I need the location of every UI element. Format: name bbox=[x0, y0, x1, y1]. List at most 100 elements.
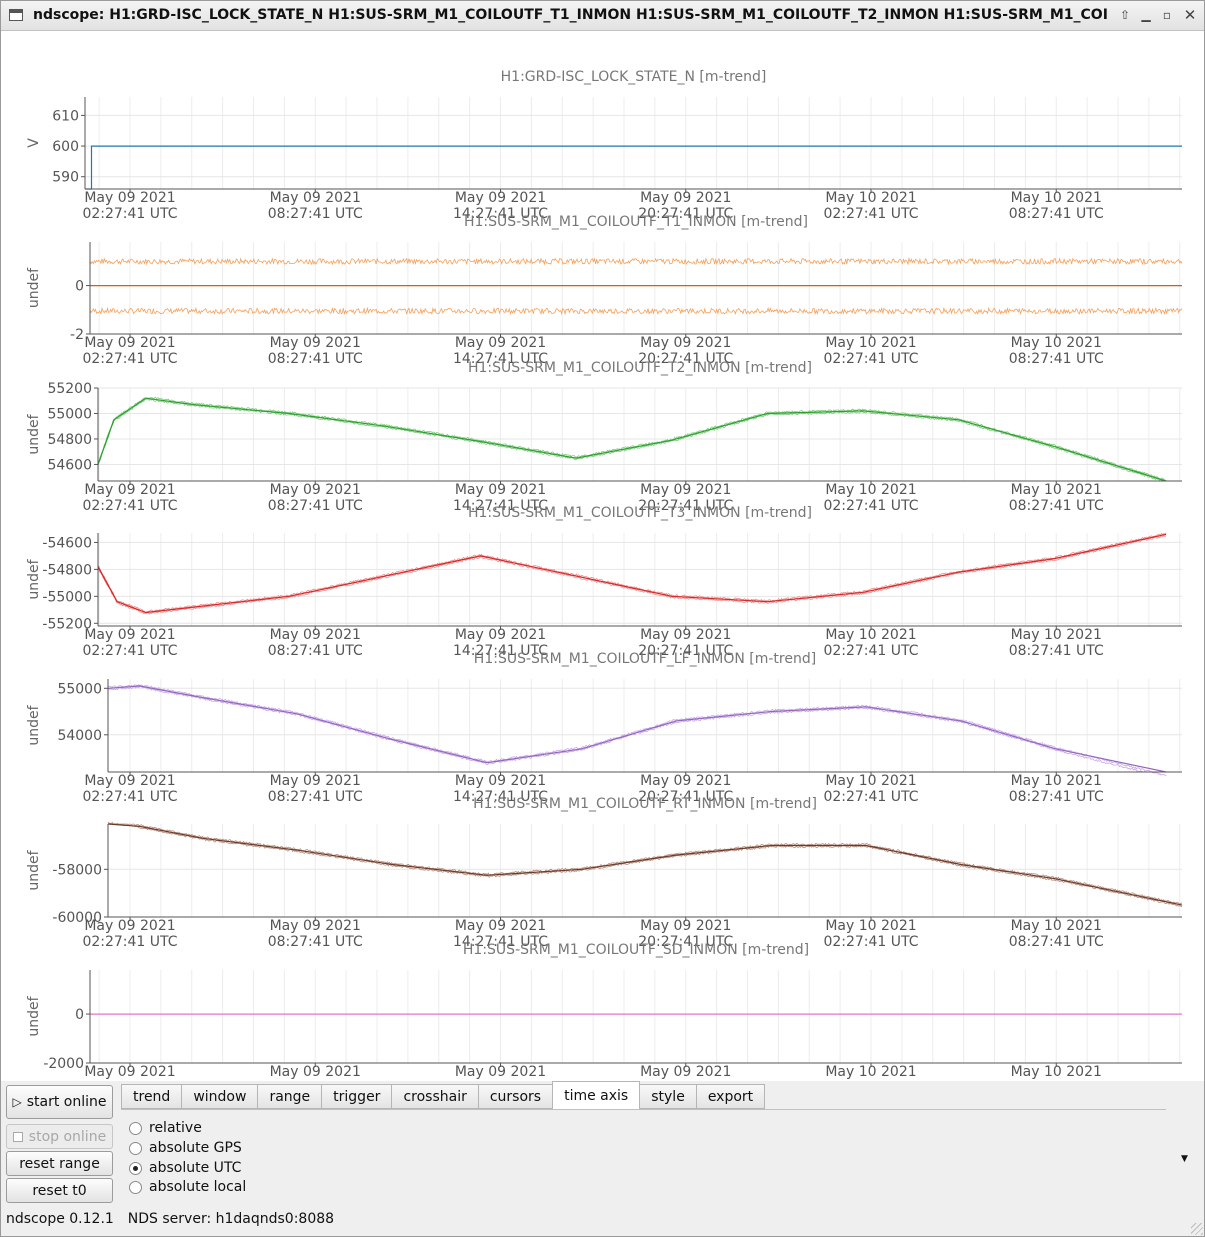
y-tick-label: 0 bbox=[75, 1007, 84, 1023]
x-tick-date: May 09 2021 bbox=[84, 918, 175, 934]
tab-style[interactable]: style bbox=[639, 1084, 697, 1109]
radio-relative-label: relative bbox=[149, 1120, 202, 1136]
plot-title: H1:GRD-ISC_LOCK_STATE_N [m-trend] bbox=[501, 69, 767, 85]
x-tick-time: 02:27:41 UTC bbox=[82, 643, 177, 659]
x-tick-time: 02:27:41 UTC bbox=[823, 351, 918, 367]
reset-t0-button[interactable]: reset t0 bbox=[6, 1178, 113, 1203]
x-tick-date: May 09 2021 bbox=[270, 918, 361, 934]
resize-grip[interactable] bbox=[1191, 1223, 1203, 1235]
min-trend-line bbox=[107, 686, 1167, 773]
x-tick-time: 02:27:41 UTC bbox=[82, 498, 177, 514]
tab-divider bbox=[121, 1109, 1166, 1110]
y-tick-label: 610 bbox=[52, 108, 79, 124]
x-tick-time: 08:27:41 UTC bbox=[268, 498, 363, 514]
reset-range-button[interactable]: reset range bbox=[6, 1151, 113, 1176]
x-tick-date: May 09 2021 bbox=[455, 190, 546, 206]
keep-above-icon[interactable]: ⇧ bbox=[1119, 8, 1131, 22]
tab-time-axis[interactable]: time axis bbox=[552, 1081, 641, 1110]
status-version: ndscope 0.12.1 bbox=[6, 1211, 114, 1227]
x-tick-time: 20:27:41 UTC bbox=[638, 498, 733, 514]
expand-arrow-icon[interactable]: ▼ bbox=[1181, 1154, 1188, 1164]
y-tick-label: 590 bbox=[52, 170, 79, 186]
x-tick-date: May 09 2021 bbox=[270, 482, 361, 498]
x-tick-date: May 10 2021 bbox=[825, 627, 916, 643]
tab-trigger[interactable]: trigger bbox=[321, 1084, 393, 1109]
x-tick-date: May 09 2021 bbox=[270, 335, 361, 351]
x-tick-time: 02:27:41 UTC bbox=[82, 934, 177, 950]
x-tick-date: May 09 2021 bbox=[84, 773, 175, 789]
stop-icon bbox=[12, 1131, 23, 1142]
tab-trend[interactable]: trend bbox=[121, 1084, 183, 1109]
x-tick-date: May 10 2021 bbox=[825, 918, 916, 934]
x-tick-date: May 09 2021 bbox=[640, 482, 731, 498]
plot-6[interactable]: H1:SUS-SRM_M1_COILOUTF_RT_INMON [m-trend… bbox=[26, 796, 1183, 950]
y-tick-label: 55000 bbox=[47, 406, 92, 422]
plot-3[interactable]: H1:SUS-SRM_M1_COILOUTF_T2_INMON [m-trend… bbox=[26, 360, 1182, 514]
x-tick-time: 08:27:41 UTC bbox=[1009, 206, 1104, 222]
x-tick-time: 02:27:41 UTC bbox=[823, 789, 918, 805]
x-tick-time: 08:27:41 UTC bbox=[1009, 498, 1104, 514]
plot-1[interactable]: H1:GRD-ISC_LOCK_STATE_N [m-trend] 590 600 6… bbox=[26, 69, 1182, 222]
maximize-icon[interactable]: ▫ bbox=[1162, 8, 1172, 22]
x-tick-date: May 09 2021 bbox=[455, 482, 546, 498]
x-tick-date: May 10 2021 bbox=[1011, 918, 1102, 934]
y-tick-label: -60000 bbox=[52, 910, 102, 926]
plot-canvas[interactable]: H1:GRD-ISC_LOCK_STATE_N [m-trend] 590 600 6… bbox=[1, 31, 1205, 1096]
radio-absolute-gps-indicator[interactable] bbox=[129, 1141, 142, 1155]
x-tick-time: 02:27:41 UTC bbox=[823, 206, 918, 222]
y-tick-label: 55000 bbox=[57, 681, 102, 697]
radio-relative[interactable]: relative bbox=[129, 1119, 202, 1137]
y-axis-label: undef bbox=[26, 995, 42, 1036]
radio-absolute-local[interactable]: absolute local bbox=[129, 1178, 246, 1196]
x-tick-time: 08:27:41 UTC bbox=[268, 351, 363, 367]
close-icon[interactable]: ✕ bbox=[1183, 6, 1197, 24]
x-tick-date: May 09 2021 bbox=[455, 335, 546, 351]
plot-title: H1:SUS-SRM_M1_COILOUTF_SD_INMON [m-trend… bbox=[463, 942, 809, 958]
plot-title: H1:SUS-SRM_M1_COILOUTF_T1_INMON [m-trend… bbox=[464, 214, 808, 230]
tab-range[interactable]: range bbox=[257, 1084, 323, 1109]
tab-crosshair[interactable]: crosshair bbox=[391, 1084, 479, 1109]
x-tick-time: 14:27:41 UTC bbox=[453, 789, 548, 805]
title-bar[interactable]: ndscope: H1:GRD-ISC_LOCK_STATE_N H1:SUS-… bbox=[1, 1, 1204, 31]
min-trend-line bbox=[97, 398, 1167, 482]
min-trend-line bbox=[97, 535, 1167, 615]
tab-export[interactable]: export bbox=[695, 1084, 766, 1109]
tab-window[interactable]: window bbox=[181, 1084, 259, 1109]
plot-2[interactable]: H1:SUS-SRM_M1_COILOUTF_T1_INMON [m-trend… bbox=[26, 214, 1183, 367]
x-tick-time: 20:27:41 UTC bbox=[638, 934, 733, 950]
radio-absolute-local-indicator[interactable] bbox=[129, 1180, 142, 1194]
app-icon bbox=[9, 9, 23, 21]
min-trend-line bbox=[89, 306, 1183, 316]
plot-title: H1:SUS-SRM_M1_COILOUTF_RT_INMON [m-trend… bbox=[473, 796, 817, 812]
x-tick-date: May 09 2021 bbox=[84, 335, 175, 351]
x-tick-date: May 10 2021 bbox=[825, 1064, 916, 1080]
x-tick-time: 08:27:41 UTC bbox=[268, 789, 363, 805]
start-online-label: start online bbox=[26, 1094, 107, 1110]
y-tick-label: -2 bbox=[70, 327, 84, 343]
y-axis-label: undef bbox=[26, 849, 42, 890]
window-title: ndscope: H1:GRD-ISC_LOCK_STATE_N H1:SUS-… bbox=[33, 7, 1108, 23]
minimize-icon[interactable]: ▁ bbox=[1141, 8, 1151, 22]
radio-absolute-utc[interactable]: absolute UTC bbox=[129, 1159, 241, 1177]
y-tick-label: 54800 bbox=[47, 432, 92, 448]
plot-4[interactable]: H1:SUS-SRM_M1_COILOUTF_T3_INMON [m-trend… bbox=[26, 505, 1182, 659]
radio-relative-indicator[interactable] bbox=[129, 1121, 142, 1135]
y-tick-label: -58000 bbox=[52, 862, 102, 878]
radio-absolute-local-label: absolute local bbox=[149, 1179, 247, 1195]
start-online-button[interactable]: ▷ start online bbox=[6, 1085, 113, 1119]
x-tick-date: May 09 2021 bbox=[640, 190, 731, 206]
y-tick-label: 0 bbox=[75, 279, 84, 295]
x-tick-time: 20:27:41 UTC bbox=[638, 351, 733, 367]
tab-cursors[interactable]: cursors bbox=[477, 1084, 554, 1109]
radio-absolute-gps[interactable]: absolute GPS bbox=[129, 1139, 242, 1157]
x-tick-time: 02:27:41 UTC bbox=[82, 206, 177, 222]
plot-7[interactable]: H1:SUS-SRM_M1_COILOUTF_SD_INMON [m-trend… bbox=[26, 942, 1182, 1096]
plot-5[interactable]: H1:SUS-SRM_M1_COILOUTF_LF_INMON [m-trend… bbox=[26, 651, 1182, 805]
x-tick-date: May 09 2021 bbox=[270, 627, 361, 643]
radio-absolute-utc-indicator[interactable] bbox=[129, 1161, 142, 1175]
x-tick-time: 14:27:41 UTC bbox=[453, 643, 548, 659]
x-tick-date: May 09 2021 bbox=[455, 773, 546, 789]
x-tick-date: May 09 2021 bbox=[640, 918, 731, 934]
y-tick-label: -2000 bbox=[43, 1056, 84, 1072]
